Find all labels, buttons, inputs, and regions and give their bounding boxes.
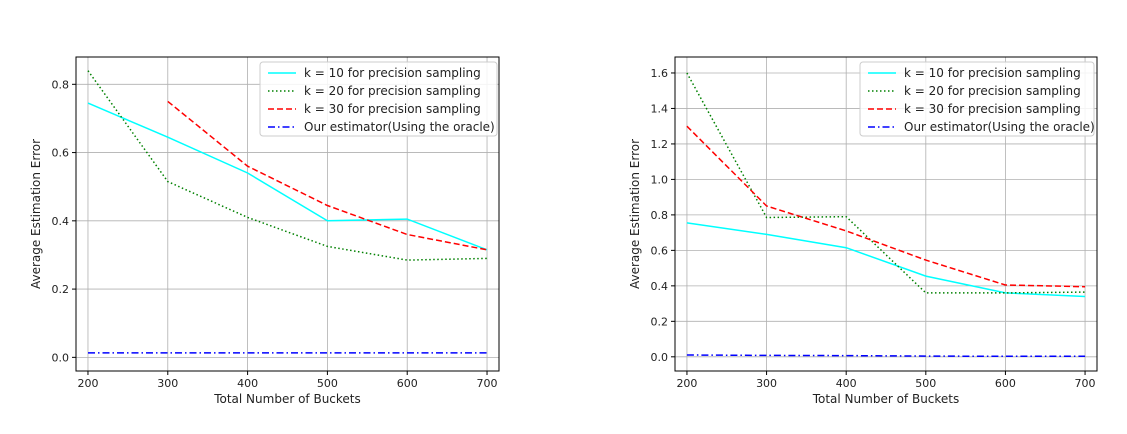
legend-label-3: k = 30 for precision sampling — [904, 102, 1081, 116]
x-tick-label: 300 — [756, 377, 777, 390]
y-tick-label: 0.6 — [52, 147, 70, 160]
left-chart: 200 300 400 500 600 700 0.0 0.2 0.4 0.6 0.8 Total N… — [29, 56, 500, 406]
legend-box — [859, 61, 1095, 137]
legend-label-4: Our estimator(Using the oracle) — [904, 120, 1095, 134]
y-tick-label: 1.4 — [651, 102, 669, 115]
legend-label-2: k = 20 for precision sampling — [904, 84, 1081, 98]
x-tick-label: 600 — [995, 377, 1016, 390]
x-tick-label: 400 — [237, 377, 258, 390]
series-line-3 — [167, 100, 488, 251]
x-tick-label: 500 — [915, 377, 936, 390]
x-axis-title: Total Number of Buckets — [213, 392, 361, 406]
legend-label-2: k = 20 for precision sampling — [304, 84, 481, 98]
x-tick-label: 600 — [397, 377, 418, 390]
y-tick-label: 0.4 — [651, 280, 669, 293]
legend-label-1: k = 10 for precision sampling — [304, 66, 481, 80]
series-line-1 — [686, 222, 1086, 298]
x-tick-label: 500 — [317, 377, 338, 390]
y-axis-title: Average Estimation Error — [29, 139, 43, 289]
y-tick-label: 0.8 — [651, 209, 669, 222]
legend-label-1: k = 10 for precision sampling — [904, 66, 1081, 80]
x-tick-label: 200 — [676, 377, 697, 390]
right-chart: 200 300 400 500 600 700 0.0 0.2 0.4 0.6 0.8 1.0 1.2 1… — [628, 56, 1098, 406]
y-tick-label: 0.6 — [651, 244, 669, 257]
x-tick-label: 200 — [77, 377, 98, 390]
y-tick-label: 0.0 — [651, 351, 669, 364]
y-tick-label: 1.0 — [651, 173, 669, 186]
legend-box — [259, 61, 498, 137]
plot-frame — [674, 56, 1098, 372]
legend-label-3: k = 30 for precision sampling — [304, 102, 481, 116]
x-tick-label: 300 — [157, 377, 178, 390]
y-tick-label: 0.2 — [651, 315, 669, 328]
y-tick-label: 0.4 — [52, 215, 70, 228]
x-tick-label: 700 — [1075, 377, 1096, 390]
y-tick-label: 0.8 — [52, 78, 70, 91]
series-line-3 — [686, 125, 1086, 288]
y-tick-label: 0.0 — [52, 351, 70, 364]
legend-label-4: Our estimator(Using the oracle) — [304, 120, 495, 134]
y-axis-title: Average Estimation Error — [628, 139, 642, 289]
y-tick-label: 1.2 — [651, 138, 669, 151]
x-tick-label: 700 — [477, 377, 498, 390]
y-tick-label: 0.2 — [52, 283, 70, 296]
x-axis-title: Total Number of Buckets — [812, 392, 960, 406]
y-tick-label: 1.6 — [651, 67, 669, 80]
series-line-4 — [686, 354, 1086, 358]
series-line-1 — [87, 102, 488, 251]
x-tick-label: 400 — [836, 377, 857, 390]
plot-frame — [75, 56, 500, 372]
